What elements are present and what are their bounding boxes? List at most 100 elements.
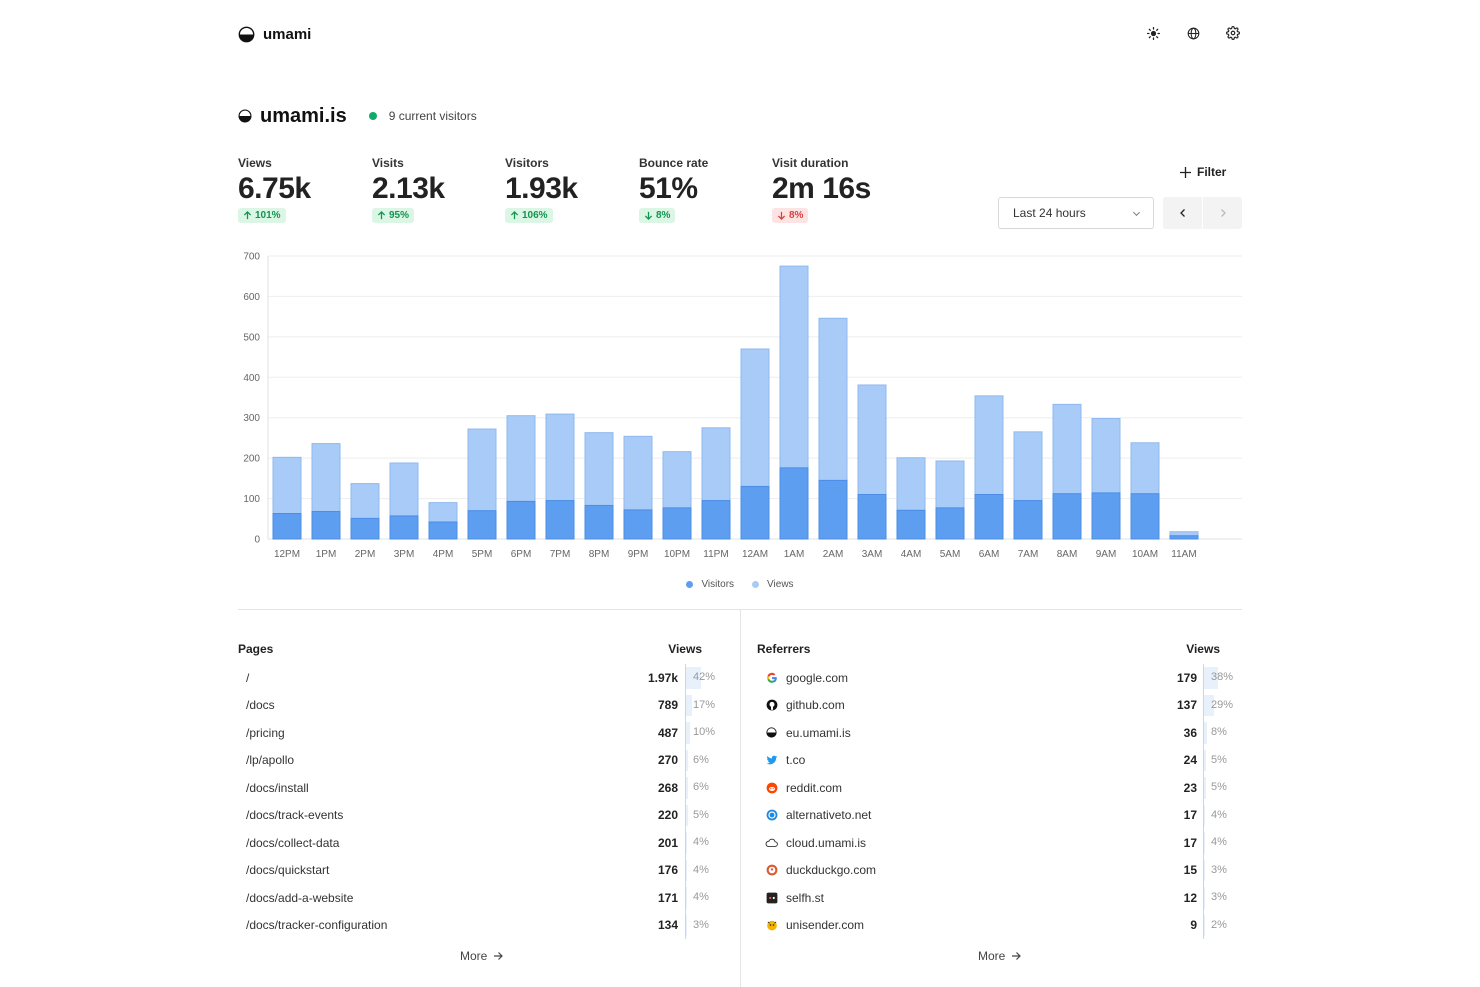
row-label[interactable]: google.com [765, 671, 848, 685]
percentage-text: 4% [1211, 808, 1227, 821]
percentage-bar [1204, 749, 1206, 771]
x-tick-label: 6PM [511, 549, 532, 560]
metric-bounce-rate: Bounce rate 51% 8% [639, 156, 708, 225]
row-value: 268 [657, 780, 678, 795]
table-row: alternativeto.net 17 4% [757, 801, 1242, 829]
metric-change-text: 8% [656, 210, 671, 221]
row-label[interactable]: /docs/track-events [246, 808, 343, 822]
row-label-text: duckduckgo.com [786, 863, 877, 878]
metric-label: Views [238, 156, 272, 170]
filter-button[interactable]: Filter [1180, 165, 1226, 179]
row-label[interactable]: t.co [765, 753, 805, 767]
table-row: / 1.97k 42% [238, 664, 715, 692]
row-label[interactable]: /docs [246, 698, 275, 712]
row-percentage: 5% [685, 801, 721, 829]
arrow-down-icon [644, 211, 653, 220]
row-percentage: 10% [685, 719, 721, 747]
umami-logo-icon [238, 26, 255, 43]
percentage-text: 2% [1211, 918, 1227, 931]
row-label[interactable]: /lp/apollo [246, 753, 294, 767]
metric-label: Bounce rate [639, 156, 709, 170]
bar-visitors [389, 515, 419, 540]
referrers-more-button[interactable]: More [978, 949, 1022, 963]
unisender-icon [765, 919, 778, 932]
table-row: cloud.umami.is 17 4% [757, 829, 1242, 857]
row-label[interactable]: /docs/quickstart [246, 863, 329, 877]
previous-period-button[interactable] [1163, 197, 1202, 229]
table-row: /pricing 487 10% [238, 719, 715, 747]
row-percentage: 4% [685, 829, 721, 857]
percentage-text: 38% [1211, 671, 1234, 683]
row-label[interactable]: /docs/tracker-configuration [246, 918, 387, 932]
y-tick-label: 400 [243, 373, 260, 384]
next-period-button[interactable] [1203, 197, 1242, 229]
column-divider [740, 610, 741, 987]
metric-value: 2.13k [372, 172, 445, 205]
percentage-text: 29% [1211, 698, 1234, 711]
legend-item-views[interactable]: Views [752, 579, 794, 590]
pages-more-button[interactable]: More [460, 949, 504, 963]
settings-button[interactable] [1224, 24, 1242, 42]
row-label[interactable]: / [246, 671, 249, 685]
row-label[interactable]: /pricing [246, 726, 285, 740]
row-label-text: t.co [786, 753, 806, 768]
row-label[interactable]: cloud.umami.is [765, 836, 866, 850]
legend-swatch [752, 581, 760, 588]
row-label[interactable]: /docs/install [246, 781, 309, 795]
current-visitors-text[interactable]: 9 current visitors [388, 109, 477, 123]
row-percentage: 29% [1203, 691, 1239, 719]
bar-visitors [350, 517, 380, 540]
app-logo[interactable]: umami [238, 26, 311, 43]
x-tick-label: 9AM [1096, 549, 1117, 560]
row-value: 24 [1183, 753, 1197, 768]
row-label-text: /pricing [246, 725, 285, 740]
percentage-bar [1204, 694, 1215, 716]
row-label[interactable]: reddit.com [765, 781, 842, 795]
duckduckgo-icon [765, 864, 778, 877]
row-label-text: /lp/apollo [246, 753, 295, 768]
arrow-right-icon [494, 952, 504, 960]
bar-visitors [428, 521, 458, 540]
table-row: google.com 179 38% [757, 664, 1242, 692]
row-label-text: cloud.umami.is [786, 835, 867, 850]
table-row: selfh.st 12 3% [757, 884, 1242, 912]
row-label-text: unisender.com [786, 918, 865, 933]
x-tick-label: 10PM [664, 549, 690, 560]
globe-icon [1187, 27, 1199, 39]
date-navigation [1163, 197, 1242, 229]
table-metric-label: Views [1186, 642, 1220, 656]
row-value: 134 [657, 918, 678, 933]
percentage-text: 4% [1211, 836, 1227, 848]
row-label[interactable]: duckduckgo.com [765, 863, 876, 877]
row-label[interactable]: /docs/collect-data [246, 836, 339, 850]
row-percentage: 2% [1203, 911, 1239, 939]
language-button[interactable] [1184, 24, 1202, 42]
row-percentage: 4% [1203, 829, 1239, 857]
row-value: 23 [1183, 780, 1197, 795]
theme-toggle-button[interactable] [1144, 24, 1162, 42]
row-label[interactable]: github.com [765, 698, 845, 712]
row-value: 1.97k [647, 670, 678, 685]
metric-change-text: 101% [255, 210, 281, 221]
percentage-bar [686, 914, 688, 936]
referrers-table: Referrers Views google.com 179 38% github.c… [757, 642, 1242, 939]
x-tick-label: 3PM [394, 549, 415, 560]
metric-value: 51% [639, 172, 698, 205]
row-label[interactable]: /docs/add-a-website [246, 891, 353, 905]
row-percentage: 6% [685, 746, 721, 774]
row-label[interactable]: unisender.com [765, 918, 864, 932]
row-label[interactable]: selfh.st [765, 891, 824, 905]
row-percentage: 6% [685, 774, 721, 802]
chevron-right-icon [1220, 209, 1226, 217]
x-tick-label: 1AM [784, 549, 805, 560]
x-tick-label: 12PM [274, 549, 300, 560]
percentage-bar [686, 887, 688, 909]
legend-item-visitors[interactable]: Visitors [686, 579, 734, 590]
row-label[interactable]: alternativeto.net [765, 808, 871, 822]
row-value: 12 [1183, 890, 1197, 905]
bar-visitors [779, 467, 809, 540]
x-tick-label: 5PM [472, 549, 493, 560]
date-range-select[interactable]: Last 24 hours [998, 197, 1154, 229]
row-label[interactable]: eu.umami.is [765, 726, 851, 740]
row-value: 17 [1183, 808, 1197, 823]
